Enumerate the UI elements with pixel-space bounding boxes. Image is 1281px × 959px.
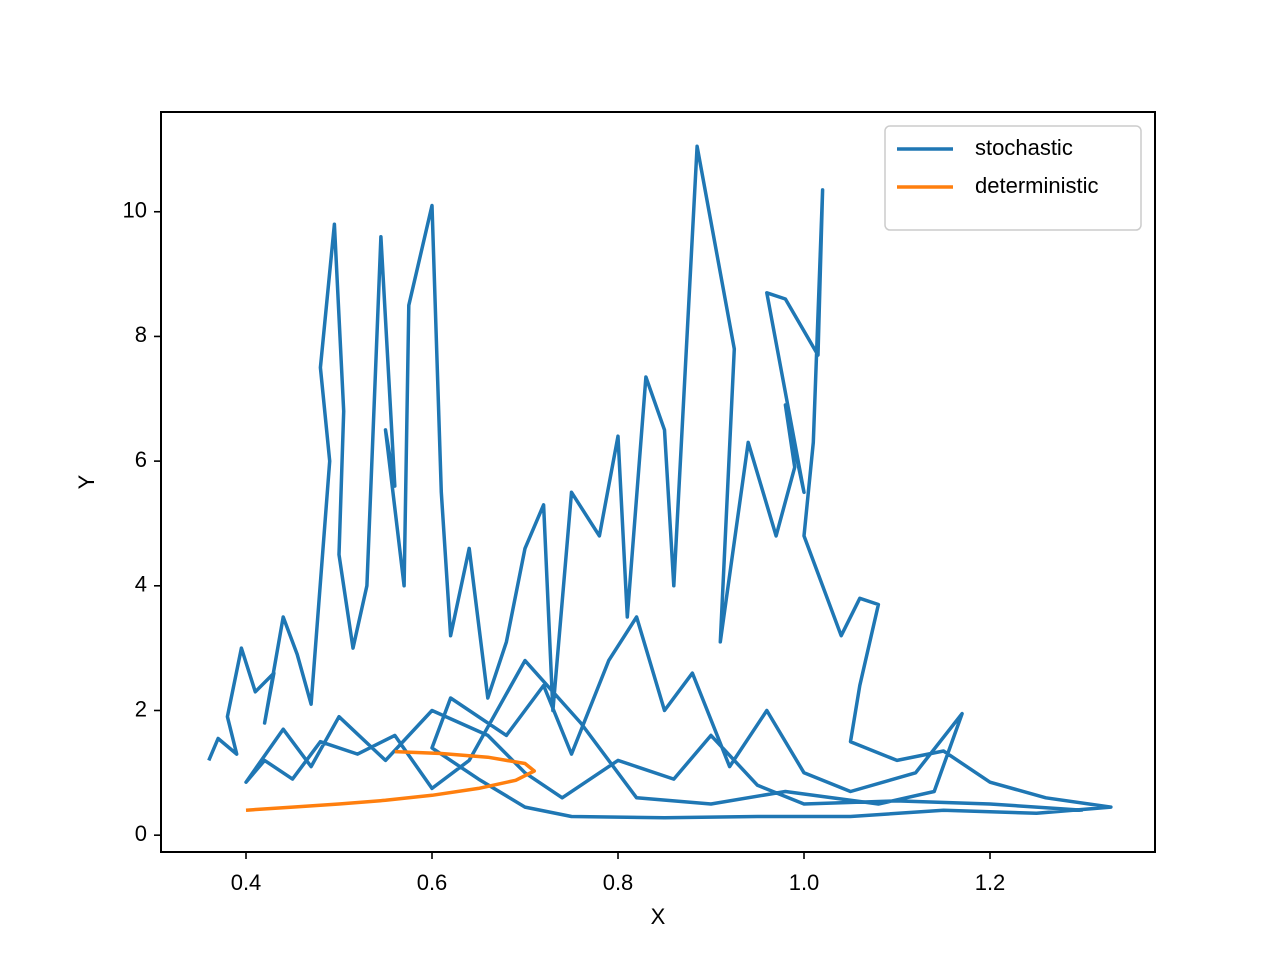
legend-box (884, 125, 1142, 231)
x-axis-label: X (651, 904, 666, 929)
y-tick-label: 6 (135, 447, 147, 472)
plot-frame (160, 111, 1156, 853)
y-tick-label: 4 (135, 572, 147, 597)
x-tick-label: 0.6 (417, 870, 448, 895)
y-axis-label: Y (74, 474, 99, 489)
data-line (207, 144, 1113, 820)
x-tick-label: 1.2 (975, 870, 1006, 895)
x-tick-label: 0.8 (603, 870, 634, 895)
x-tick-label: 0.4 (231, 870, 262, 895)
data-line (245, 749, 537, 812)
y-tick-label: 2 (135, 696, 147, 721)
y-tick-label: 8 (135, 322, 147, 347)
y-tick-label: 0 (135, 821, 147, 846)
legend-label: deterministic (975, 173, 1098, 198)
legend-label: stochastic (975, 135, 1073, 160)
x-tick-label: 1.0 (789, 870, 820, 895)
y-tick-label: 10 (123, 198, 147, 223)
